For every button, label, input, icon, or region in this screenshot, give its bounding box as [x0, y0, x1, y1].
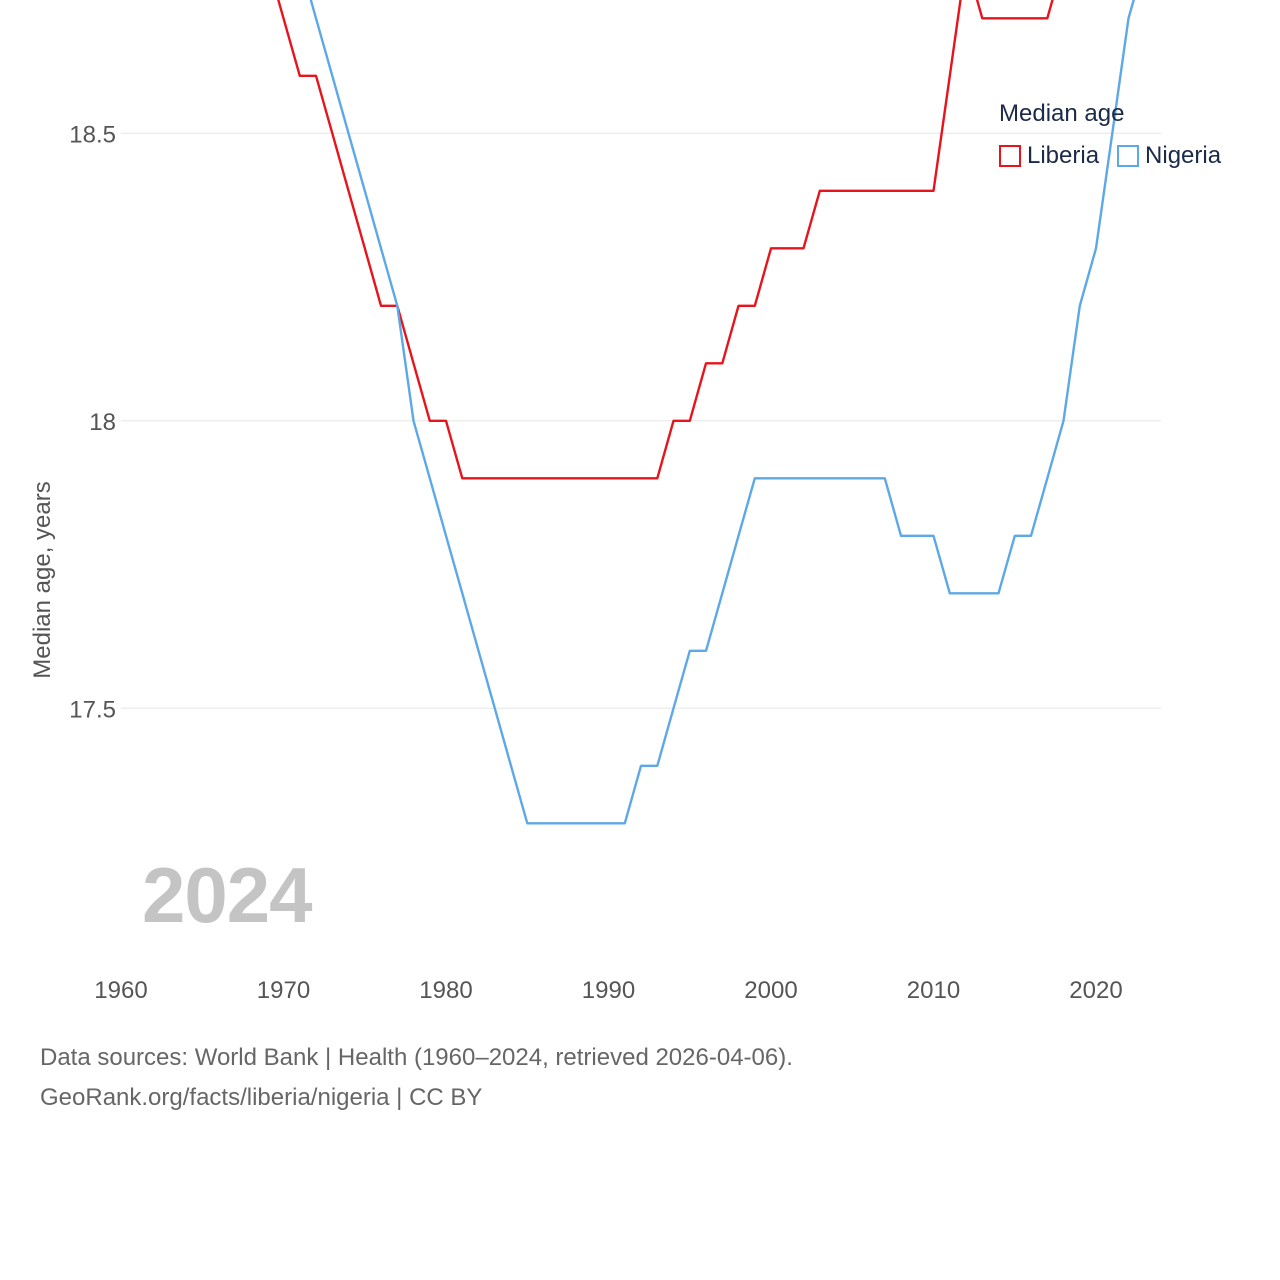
legend: Liberia Nigeria: [999, 142, 1239, 170]
legend-item-nigeria[interactable]: Nigeria: [1117, 142, 1221, 170]
legend-label-liberia: Liberia: [1027, 142, 1100, 169]
legend-item-liberia[interactable]: Liberia: [999, 142, 1099, 170]
y-axis-label: Median age, years: [29, 481, 56, 678]
data-sources-note: Data sources: World Bank | Health (1960–…: [40, 1044, 793, 1071]
series-lines: [277, 0, 1135, 825]
x-tick-label: 1980: [419, 977, 472, 1004]
y-tick-label: 18.5: [69, 121, 116, 148]
x-tick-label: 2010: [907, 977, 960, 1004]
series-line-nigeria: [309, 0, 1135, 825]
x-tick-label: 1990: [582, 977, 635, 1004]
liberia-swatch: [999, 145, 1021, 167]
x-tick-label: 2020: [1069, 977, 1122, 1004]
x-tick-label: 2000: [744, 977, 797, 1004]
legend-label-nigeria: Nigeria: [1145, 142, 1222, 169]
x-axis-ticks: 1960 1970 1980 1990 2000 2010 2020: [94, 977, 1122, 1004]
nigeria-swatch: [1117, 145, 1140, 167]
y-tick-label: 17.5: [69, 696, 116, 723]
credit-note: GeoRank.org/facts/liberia/nigeria | CC B…: [40, 1084, 483, 1111]
x-tick-label: 1970: [257, 977, 310, 1004]
legend-title: Median age: [999, 100, 1125, 127]
y-tick-label: 18: [89, 409, 116, 436]
current-year-label: 2024: [142, 851, 313, 939]
gridlines: [121, 132, 1161, 709]
series-line-liberia: [277, 0, 1054, 480]
x-tick-label: 1960: [94, 977, 147, 1004]
